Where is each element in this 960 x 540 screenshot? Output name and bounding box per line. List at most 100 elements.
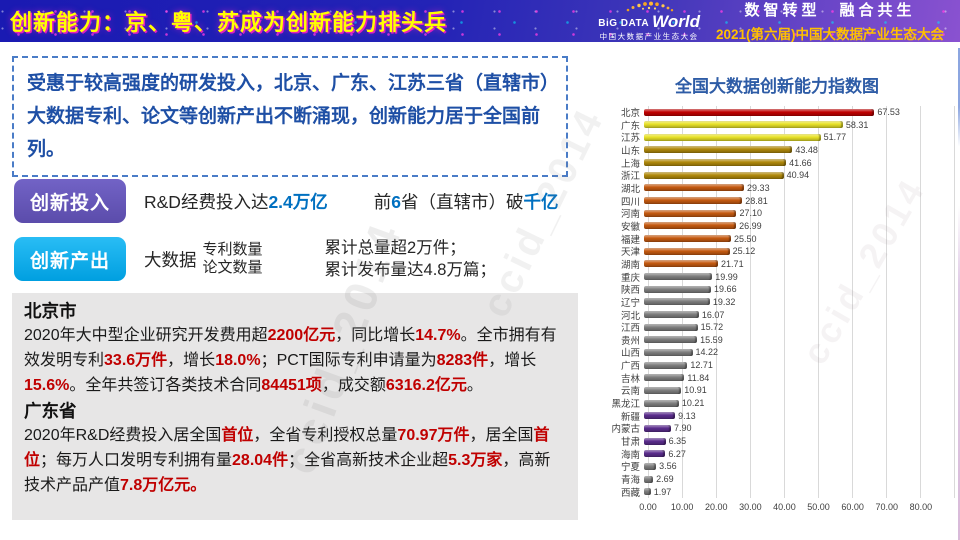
bar-row: 福建 25.50 (598, 233, 956, 246)
bar-row: 新疆 9.13 (598, 410, 956, 423)
bar-label: 河北 (620, 310, 640, 322)
output-lead: 大数据 (144, 249, 197, 270)
innovation-investment-badge: 创新投入 (14, 179, 126, 223)
text-segment: 84451项 (261, 377, 322, 394)
output-item-papers: 论文数量 (202, 259, 263, 276)
bar-label: 江西 (620, 323, 640, 335)
beijing-title: 北京市 (24, 301, 77, 321)
investment-text: R&D经费投入达2.4万亿 前6省（直辖市）破千亿 (144, 189, 559, 214)
text-segment: ，全省专利授权总量 (253, 427, 398, 444)
bar-value: 58.31 (845, 119, 869, 130)
bar-value: 15.59 (700, 334, 723, 345)
bar-label: 湖南 (620, 259, 640, 271)
bar-value: 12.71 (690, 360, 713, 371)
bar (644, 374, 685, 382)
bar-row: 湖北 29.33 (598, 182, 956, 195)
bar (644, 247, 730, 255)
logo-wordmark: BiG DATA World (598, 13, 700, 31)
bar-label: 湖北 (620, 183, 640, 195)
text-segment: ，高新技术产品产值 (24, 452, 551, 494)
bar-label: 山东 (620, 145, 640, 157)
bar-value: 51.77 (823, 132, 847, 143)
header-slogan-block: 数智转型 融合共生 2021(第六届)中国大数据产业生态大会 (716, 0, 944, 43)
bar-label: 福建 (620, 234, 640, 246)
bar-label: 浙江 (620, 171, 640, 183)
x-tick: 70.00 (875, 502, 899, 512)
bar-value: 26.99 (739, 220, 762, 231)
bar (644, 159, 787, 167)
bar (644, 184, 745, 192)
bar-value: 15.72 (700, 322, 724, 333)
slogan-text: 数智转型 融合共生 (744, 2, 916, 19)
text-segment: ；PCT国际专利申请量为 (260, 352, 437, 369)
bar-value: 29.33 (747, 182, 770, 193)
output-result-published: 累计发布量达4.8万篇； (324, 261, 496, 279)
bar-label: 西藏 (620, 487, 640, 499)
x-tick: 30.00 (739, 502, 762, 512)
bar-row: 天津 25.12 (598, 245, 956, 258)
bar-row: 江西 15.72 (598, 321, 956, 335)
x-tick: 20.00 (704, 502, 728, 512)
bar-value: 43.48 (795, 144, 818, 155)
text-segment: 70.97万件 (397, 427, 470, 444)
bar-row: 河北 16.07 (598, 309, 956, 322)
text-segment: R&D经费投入达 (144, 191, 269, 212)
bar (644, 298, 710, 306)
output-result-total: 累计总量超2万件； (324, 239, 466, 257)
bar-value: 11.84 (687, 372, 710, 383)
bar-row: 浙江 40.94 (598, 169, 956, 183)
bar-value: 28.81 (745, 195, 768, 206)
text-segment: 首位 (24, 427, 550, 469)
bar-label: 山西 (620, 348, 640, 360)
bar-value: 27.10 (739, 208, 762, 219)
text-segment: ；全省高新技术企业超 (288, 452, 449, 469)
bigdata-world-logo: BiG DATA World 中国大数据产业生态大会 (598, 1, 700, 41)
bar-value: 40.94 (786, 170, 810, 181)
logo-subtitle: 中国大数据产业生态大会 (599, 32, 699, 42)
bar-label: 河南 (620, 209, 640, 221)
bar-row: 上海 41.66 (598, 157, 956, 170)
bar (644, 121, 843, 129)
bar-label: 重庆 (620, 272, 640, 284)
bar (644, 386, 682, 394)
logo-world-text: World (652, 12, 700, 32)
bar-rows: 北京 67.53 广东 58.31 江苏 51.77 山东 43.48 上海 41.66 浙江 40.… (598, 106, 956, 499)
chart-panel: 全国大数据创新能力指数图 北京 67.53 广东 58.31 江苏 51.77 山东 43.4… (598, 72, 956, 514)
event-title: 2021(第六届)中国大数据产业生态大会 (715, 27, 944, 42)
text-segment: 前 (373, 191, 392, 212)
bar-row: 广东 58.31 (598, 119, 956, 132)
bar-row: 陕西 19.66 (598, 283, 956, 296)
text-segment: ；每万人口发明专利拥有量 (40, 452, 233, 469)
bar (644, 424, 671, 432)
text-segment: 15.6% (24, 377, 70, 394)
right-edge-decoration (958, 48, 960, 540)
bar-row: 广西 12.71 (598, 359, 956, 373)
bar (644, 462, 657, 470)
text-segment: 2.4万亿 (268, 191, 328, 212)
bar (644, 209, 737, 217)
text-segment: 33.6万件 (104, 352, 168, 369)
bar-row: 辽宁 19.32 (598, 296, 956, 309)
bar (644, 273, 713, 281)
bar-label: 内蒙古 (611, 424, 640, 436)
bar-value: 19.32 (712, 296, 736, 307)
bar (644, 311, 699, 318)
text-segment: 。全市拥有有效发明专利 (24, 327, 557, 369)
bar (644, 412, 676, 420)
bar-value: 67.53 (877, 107, 900, 117)
x-tick: 50.00 (807, 502, 830, 512)
bar-value: 6.27 (668, 448, 686, 459)
bar-label: 新疆 (620, 411, 640, 423)
bar (644, 336, 698, 344)
summary-box: 受惠于较高强度的研发投入，北京、广东、江苏三省（直辖市）大数据专利、论文等创新产… (12, 56, 568, 177)
x-tick: 60.00 (841, 502, 864, 512)
bar-label: 广西 (620, 361, 640, 373)
text-segment: 。全年共签订各类技术合同 (69, 377, 262, 394)
guangdong-title: 广东省 (24, 401, 77, 421)
bar-value: 41.66 (789, 157, 812, 168)
text-segment: 8283件 (436, 352, 489, 369)
text-segment: 28.04件 (232, 452, 289, 469)
bar-label: 江苏 (620, 133, 640, 145)
bar-row: 安徽 26.99 (598, 220, 956, 233)
bar (644, 475, 654, 483)
